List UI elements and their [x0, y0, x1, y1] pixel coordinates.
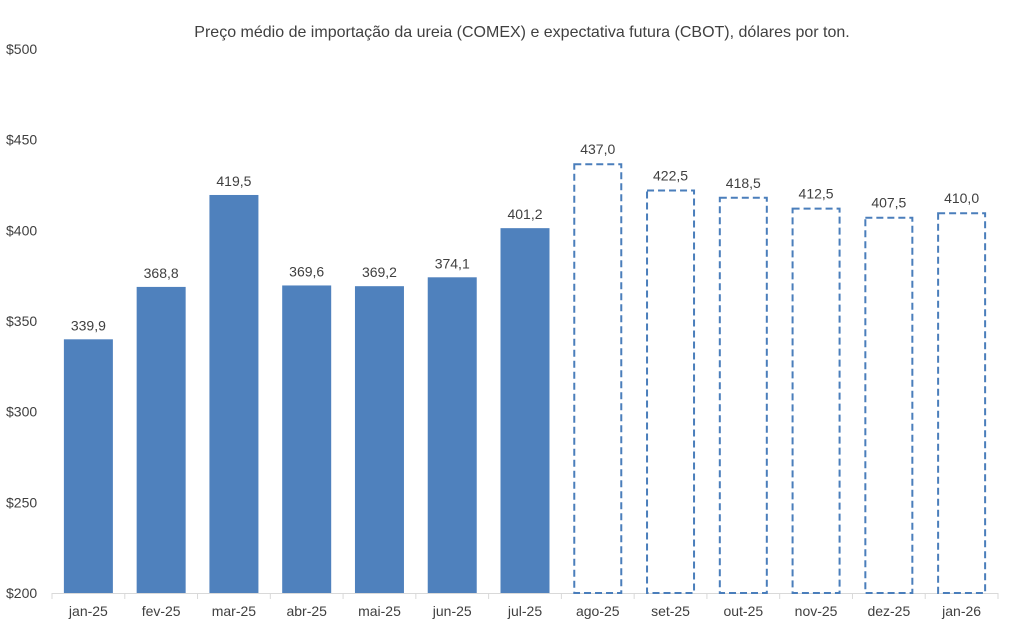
y-tick-label: $350	[6, 313, 37, 329]
bar-cbot-nov-25	[791, 207, 841, 595]
x-tick-label: nov-25	[795, 603, 838, 619]
bar-cbot-out-25	[718, 196, 768, 595]
value-label: 410,0	[944, 190, 979, 206]
x-tick-label: abr-25	[286, 603, 327, 619]
x-tick-label: fev-25	[142, 603, 181, 619]
value-label: 339,9	[71, 317, 106, 333]
x-tick-label: jun-25	[432, 603, 472, 619]
x-tick-label: dez-25	[867, 603, 910, 619]
y-tick-label: $300	[6, 404, 37, 420]
bar-comex-mar-25	[209, 194, 259, 593]
x-tick-label: set-25	[651, 603, 690, 619]
bar-cbot-ago-25	[573, 163, 623, 595]
value-label: 412,5	[799, 186, 834, 202]
value-label: 419,5	[216, 173, 251, 189]
bars	[63, 163, 987, 595]
x-tick-label: jan-25	[68, 603, 108, 619]
chart-title: Preço médio de importação da ureia (COME…	[194, 24, 849, 41]
y-tick-label: $400	[6, 222, 37, 238]
bar-comex-jun-25	[427, 277, 477, 593]
x-tick-label: jul-25	[507, 603, 542, 619]
y-axis: $200 $250 $300 $350 $400 $450 $500	[6, 41, 37, 601]
y-tick-label: $200	[6, 585, 37, 601]
value-label: 401,2	[507, 206, 542, 222]
value-label: 368,8	[144, 265, 179, 281]
value-label: 407,5	[871, 195, 906, 211]
bar-comex-mai-25	[354, 286, 404, 593]
value-label: 437,0	[580, 141, 615, 157]
value-label: 422,5	[653, 168, 688, 184]
y-tick-label: $450	[6, 132, 37, 148]
x-tick-label: out-25	[723, 603, 763, 619]
bar-cbot-jan-26	[937, 212, 987, 594]
bar-comex-fev-25	[136, 286, 186, 593]
y-tick-label: $500	[6, 41, 37, 57]
y-tick-label: $250	[6, 494, 37, 510]
bar-comex-abr-25	[282, 285, 332, 593]
x-tick-label: ago-25	[576, 603, 620, 619]
x-tick-label: mar-25	[212, 603, 257, 619]
value-label: 418,5	[726, 175, 761, 191]
bar-cbot-set-25	[646, 189, 696, 595]
value-label: 369,6	[289, 263, 324, 279]
value-label: 369,2	[362, 264, 397, 280]
value-label: 374,1	[435, 255, 470, 271]
x-tick-label: mai-25	[358, 603, 401, 619]
bar-cbot-dez-25	[864, 216, 914, 594]
x-axis: jan-25 fev-25 mar-25 abr-25 mai-25 jun-25 jul-…	[51, 593, 999, 619]
bar-comex-jan-25	[63, 339, 113, 593]
value-labels: 339,9 368,8 419,5 369,6 369,2 374,1 401,2 437,0…	[71, 141, 979, 333]
bar-comex-jul-25	[500, 228, 550, 593]
x-tick-label: jan-26	[941, 603, 981, 619]
